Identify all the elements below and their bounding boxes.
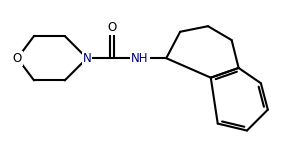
Text: NH: NH: [131, 52, 149, 65]
Text: O: O: [13, 52, 22, 65]
Text: O: O: [107, 21, 117, 34]
Text: N: N: [83, 52, 91, 65]
